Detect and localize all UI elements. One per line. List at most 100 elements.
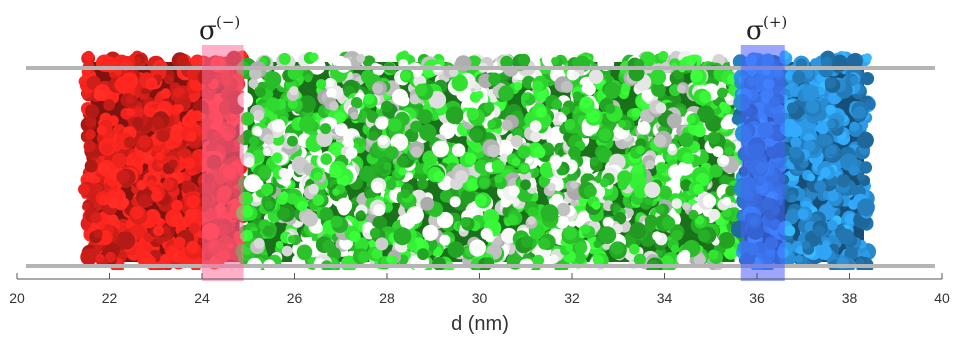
- mixed-region-molecule: [464, 209, 475, 220]
- mixed-region-molecule: [243, 157, 255, 168]
- mixed-region-molecule: [271, 152, 283, 164]
- red-region-molecule: [138, 135, 151, 149]
- mixed-region-molecule: [536, 89, 549, 102]
- blue-region-molecule: [826, 119, 836, 129]
- blue-region-molecule: [802, 84, 819, 102]
- mixed-region-molecule: [645, 160, 655, 170]
- mixed-region-molecule: [308, 183, 319, 195]
- red-region-molecule: [85, 104, 100, 119]
- red-region-molecule: [92, 183, 103, 194]
- mixed-region-molecule: [296, 244, 313, 261]
- red-region-molecule: [97, 161, 111, 175]
- mixed-region-molecule: [350, 97, 363, 109]
- blue-region-molecule: [784, 210, 799, 225]
- mixed-region-molecule: [529, 120, 542, 133]
- red-region-molecule: [186, 240, 200, 254]
- red-region-molecule: [160, 255, 170, 265]
- blue-region-molecule: [827, 190, 839, 202]
- mixed-region-molecule: [686, 114, 696, 124]
- mixed-region-molecule: [629, 222, 647, 240]
- x-tick-label: 26: [287, 290, 303, 306]
- mixed-region-molecule: [289, 86, 299, 96]
- blue-region-molecule: [790, 136, 802, 149]
- mixed-region-molecule: [397, 94, 410, 107]
- mixed-region-molecule: [466, 107, 480, 121]
- red-region-molecule: [161, 226, 171, 235]
- mixed-region-molecule: [278, 52, 291, 65]
- mixed-region-molecule: [653, 134, 667, 148]
- mixed-region-molecule: [249, 67, 262, 80]
- mixed-region-molecule: [451, 143, 466, 157]
- mixed-region-molecule: [330, 215, 343, 228]
- mixed-region-molecule: [547, 182, 556, 192]
- blue-region-molecule: [820, 56, 832, 68]
- mixed-region-molecule: [264, 200, 274, 210]
- mixed-region-molecule: [560, 80, 574, 93]
- mixed-region-molecule: [410, 120, 423, 133]
- mixed-region-molecule: [479, 177, 490, 188]
- red-region-molecule: [132, 116, 144, 128]
- mixed-region-molecule: [658, 185, 672, 200]
- mixed-region-molecule: [357, 210, 365, 219]
- red-region-molecule: [186, 131, 197, 142]
- mixed-region-molecule: [417, 248, 429, 261]
- mixed-region-molecule: [708, 249, 719, 260]
- mixed-region-molecule: [588, 69, 604, 84]
- mixed-region-molecule: [682, 152, 694, 165]
- mixed-region-molecule: [558, 114, 567, 123]
- mixed-region-molecule: [722, 207, 732, 218]
- mixed-region-molecule: [702, 194, 717, 208]
- red-region-molecule: [172, 87, 183, 98]
- mixed-region-molecule: [469, 128, 483, 142]
- red-region-molecule: [138, 194, 152, 208]
- red-region-molecule: [157, 130, 170, 142]
- mixed-region-molecule: [381, 100, 393, 113]
- mixed-region-molecule: [432, 256, 446, 270]
- mixed-region-molecule: [312, 194, 325, 206]
- mixed-region-molecule: [666, 113, 682, 129]
- mixed-region-molecule: [298, 95, 317, 113]
- red-region-molecule: [126, 107, 136, 117]
- mixed-region-molecule: [517, 53, 531, 67]
- mixed-region-molecule: [592, 254, 604, 266]
- mixed-region-molecule: [612, 223, 624, 234]
- mixed-region-molecule: [644, 214, 658, 228]
- mixed-region-molecule: [248, 136, 259, 147]
- mixed-region-molecule: [410, 146, 423, 158]
- mixed-region-molecule: [553, 180, 564, 192]
- blue-region-molecule: [850, 75, 859, 85]
- x-tick-label: 30: [472, 290, 488, 306]
- blue-region-molecule: [838, 228, 855, 245]
- mixed-region-molecule: [451, 75, 468, 92]
- mixed-region-molecule: [287, 135, 298, 147]
- blue-region-molecule: [805, 100, 820, 114]
- mixed-region-molecule: [315, 79, 327, 90]
- mixed-region-molecule: [717, 87, 728, 99]
- mixed-region-molecule: [520, 179, 531, 191]
- mixed-region-molecule: [718, 224, 728, 234]
- mixed-region-molecule: [655, 162, 668, 174]
- mixed-region-molecule: [417, 178, 429, 190]
- red-region-molecule: [162, 178, 174, 190]
- mixed-region-molecule: [464, 152, 477, 165]
- mixed-region-molecule: [696, 105, 715, 123]
- sigma-minus-band: [202, 45, 244, 281]
- mixed-region-molecule: [532, 80, 544, 92]
- mixed-region-molecule: [724, 146, 734, 156]
- mixed-region-molecule: [420, 196, 435, 211]
- red-region-molecule: [180, 216, 192, 228]
- red-region-molecule: [130, 206, 144, 220]
- mixed-region-molecule: [422, 150, 438, 166]
- mixed-region-molecule: [678, 132, 694, 148]
- x-tick-label: 22: [102, 290, 118, 306]
- mixed-region-molecule: [350, 111, 359, 120]
- mixed-region-molecule: [651, 82, 666, 97]
- mixed-region-molecule: [414, 83, 428, 97]
- mixed-region-molecule: [329, 101, 339, 111]
- mixed-region-molecule: [333, 111, 346, 124]
- mixed-region-molecule: [417, 109, 433, 124]
- red-region-molecule: [83, 50, 94, 62]
- mixed-region-molecule: [265, 71, 282, 88]
- red-region-molecule: [160, 88, 171, 99]
- blue-region-molecule: [810, 58, 821, 69]
